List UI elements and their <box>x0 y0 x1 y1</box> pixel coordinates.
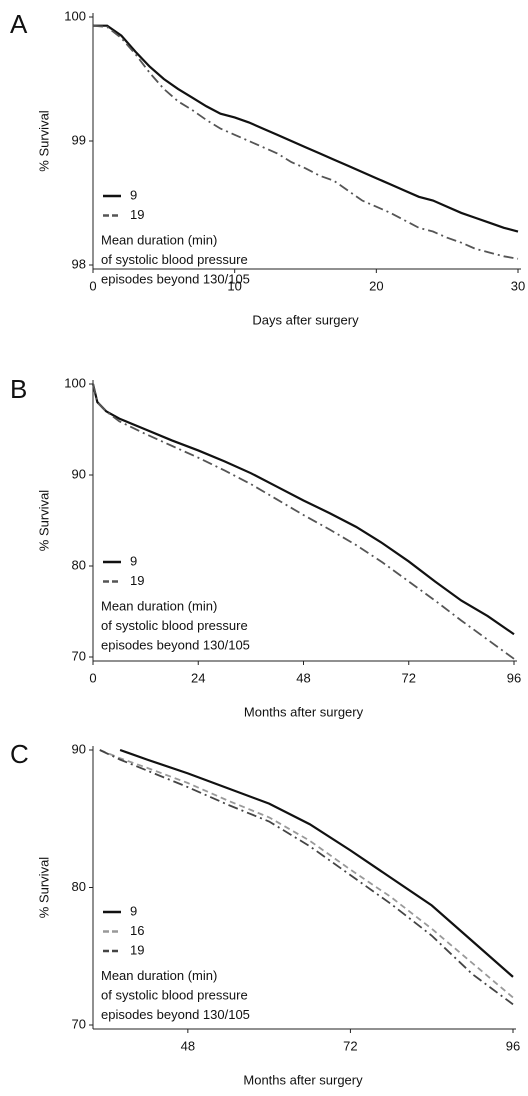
survival-line <box>99 749 514 999</box>
y-tick-label: 100 <box>64 8 86 23</box>
x-tick-label: 72 <box>402 670 416 685</box>
y-tick-label: 100 <box>64 375 86 390</box>
survival-line <box>91 383 515 636</box>
legend-label: 19 <box>130 207 144 222</box>
legend-title: episodes beyond 130/105 <box>101 271 250 286</box>
legend-label: 19 <box>130 573 144 588</box>
x-tick-label: 20 <box>369 278 383 293</box>
x-tick-label: 96 <box>507 670 521 685</box>
x-tick-label: 24 <box>191 670 205 685</box>
legend-title: of systolic blood pressure <box>101 618 248 633</box>
panel-label: C <box>10 739 29 769</box>
legend-label: 19 <box>130 942 144 957</box>
y-tick-label: 80 <box>72 557 86 572</box>
y-axis-label: % Survival <box>36 110 51 172</box>
x-tick-label: 48 <box>181 1038 195 1053</box>
x-axis-label: Months after surgery <box>244 704 364 719</box>
y-tick-label: 90 <box>72 466 86 481</box>
y-axis-label: % Survival <box>36 490 51 552</box>
x-tick-label: 72 <box>343 1038 357 1053</box>
x-tick-label: 0 <box>89 670 96 685</box>
legend-label: 9 <box>130 903 137 918</box>
survival-line <box>119 748 514 978</box>
x-axis-label: Days after surgery <box>252 312 359 327</box>
x-axis-label: Months after surgery <box>243 1072 363 1087</box>
y-tick-label: 70 <box>72 1016 86 1031</box>
survival-line <box>92 24 519 260</box>
y-tick-label: 90 <box>72 741 86 756</box>
y-tick-label: 99 <box>72 132 86 147</box>
legend-label: 9 <box>130 187 137 202</box>
y-tick-label: 70 <box>72 648 86 663</box>
y-tick-label: 98 <box>72 256 86 271</box>
legend-label: 9 <box>130 553 137 568</box>
panel-label: A <box>10 9 28 39</box>
y-tick-label: 80 <box>72 879 86 894</box>
survival-line <box>99 749 514 1006</box>
legend-title: of systolic blood pressure <box>101 987 248 1002</box>
legend-label: 16 <box>130 923 144 938</box>
y-axis-label: % Survival <box>36 857 51 919</box>
x-tick-label: 48 <box>296 670 310 685</box>
legend-title: Mean duration (min) <box>101 968 217 983</box>
legend-title: Mean duration (min) <box>101 598 217 613</box>
legend-title: of systolic blood pressure <box>101 252 248 267</box>
panel-label: B <box>10 374 27 404</box>
survival-line <box>92 383 515 660</box>
legend-title: Mean duration (min) <box>101 232 217 247</box>
x-tick-label: 10 <box>227 278 241 293</box>
legend-title: episodes beyond 130/105 <box>101 1007 250 1022</box>
x-tick-label: 30 <box>511 278 525 293</box>
x-tick-label: 96 <box>506 1038 520 1053</box>
survival-line <box>93 24 519 233</box>
x-tick-label: 0 <box>89 278 96 293</box>
legend-title: episodes beyond 130/105 <box>101 637 250 652</box>
